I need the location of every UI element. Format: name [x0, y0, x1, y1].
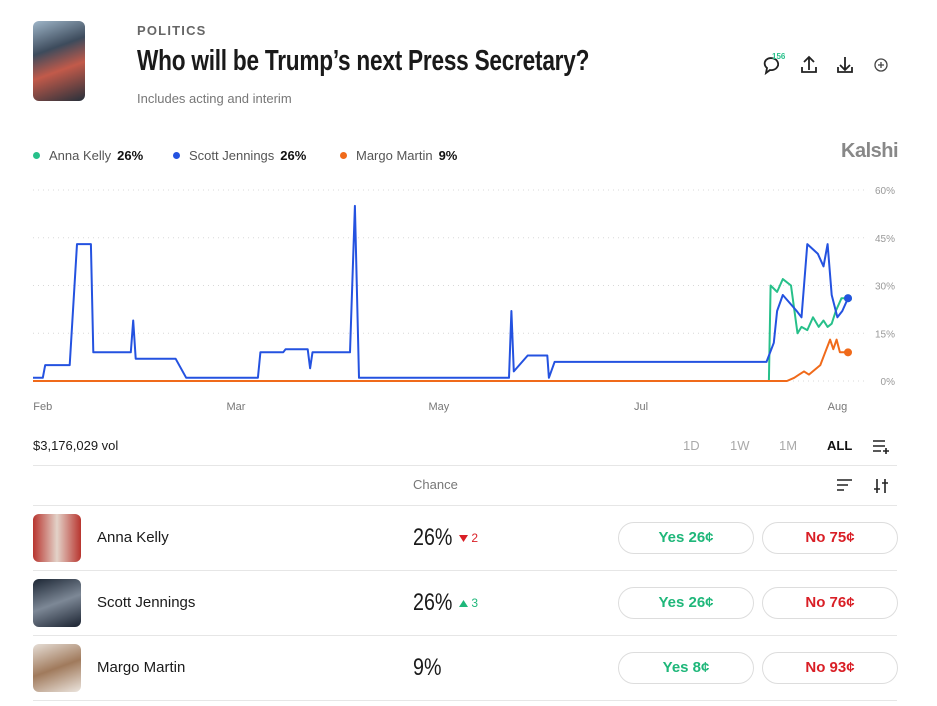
series-line [33, 278, 848, 382]
avatar [33, 579, 81, 627]
x-tick-label: Feb [33, 401, 52, 413]
x-tick-label: Aug [828, 401, 848, 413]
legend-dot [340, 152, 347, 159]
volume: $3,176,029 vol [33, 438, 119, 453]
legend-label: Margo Martin [356, 148, 433, 163]
change-value: 2 [471, 531, 479, 545]
comment-count: 156 [772, 52, 786, 61]
share-button[interactable] [801, 55, 817, 73]
no-button[interactable]: No 76¢ [762, 587, 898, 619]
download-button[interactable] [837, 57, 853, 73]
chance: 26% [413, 524, 453, 551]
no-button[interactable]: No 75¢ [762, 522, 898, 554]
legend-value: 26% [280, 148, 307, 163]
x-tick-label: Jul [634, 401, 648, 413]
yes-button[interactable]: Yes 8¢ [618, 652, 754, 684]
outcome-name[interactable]: Anna Kelly [97, 529, 169, 546]
no-button[interactable]: No 93¢ [762, 652, 898, 684]
series-end-dot [844, 348, 852, 357]
legend-label: Anna Kelly [49, 148, 112, 163]
legend-dot [33, 152, 40, 159]
series-line [33, 338, 848, 382]
sort-button[interactable] [837, 479, 852, 491]
down-arrow [459, 535, 468, 542]
change: 3 [459, 596, 478, 610]
column-header: Chance [413, 477, 458, 492]
range-button[interactable]: ALL [827, 438, 853, 453]
divider [33, 505, 897, 506]
brand-logo: Kalshi [841, 140, 899, 162]
change-value: 3 [471, 596, 479, 610]
market-title: Who will be Trump’s next Press Secretary… [137, 45, 590, 77]
legend-item: Scott Jennings 26% [173, 148, 306, 163]
outcome-name[interactable]: Scott Jennings [97, 594, 196, 611]
subtitle: Includes acting and interim [137, 91, 292, 106]
category[interactable]: POLITICS [137, 23, 207, 38]
chart: 0% 15% 30% 45% 60% Feb Mar May Jul Aug [33, 186, 896, 413]
y-tick-label: 45% [875, 234, 895, 245]
divider [33, 700, 897, 701]
yes-button[interactable]: Yes 26¢ [618, 522, 754, 554]
table-tools [837, 479, 888, 493]
add-button[interactable] [874, 58, 888, 72]
yes-button[interactable]: Yes 26¢ [618, 587, 754, 619]
divider [33, 635, 897, 636]
change: 2 [459, 531, 478, 545]
range-button[interactable]: 1M [779, 438, 798, 453]
series-line [33, 204, 849, 379]
legend-dot [173, 152, 180, 159]
y-tick-label: 60% [875, 186, 895, 197]
range-button[interactable]: 1W [730, 438, 750, 453]
range-button[interactable]: 1D [683, 438, 700, 453]
avatar [33, 514, 81, 562]
toolbar: 156 [763, 52, 888, 76]
comments-button[interactable] [763, 57, 780, 76]
legend-label: Scott Jennings [189, 148, 275, 163]
market-image [33, 21, 85, 101]
y-tick-label: 30% [875, 282, 895, 293]
chance: 9% [413, 654, 442, 681]
outcome-name[interactable]: Margo Martin [97, 659, 186, 676]
up-arrow [459, 600, 468, 607]
add-outcome-button[interactable] [872, 438, 892, 454]
legend-item: Anna Kelly 26% [33, 148, 143, 163]
x-tick-label: May [428, 401, 449, 413]
y-tick-label: 0% [881, 377, 896, 388]
legend-value: 26% [117, 148, 144, 163]
x-tick-label: Mar [226, 401, 245, 413]
divider [33, 570, 897, 571]
y-tick-label: 15% [875, 329, 895, 340]
filter-button[interactable] [874, 479, 888, 493]
chance: 26% [413, 589, 453, 616]
legend-item: Margo Martin 9% [340, 148, 457, 163]
legend-value: 9% [438, 148, 458, 163]
avatar [33, 644, 81, 692]
series-end-dot [844, 294, 852, 303]
divider [33, 465, 897, 466]
